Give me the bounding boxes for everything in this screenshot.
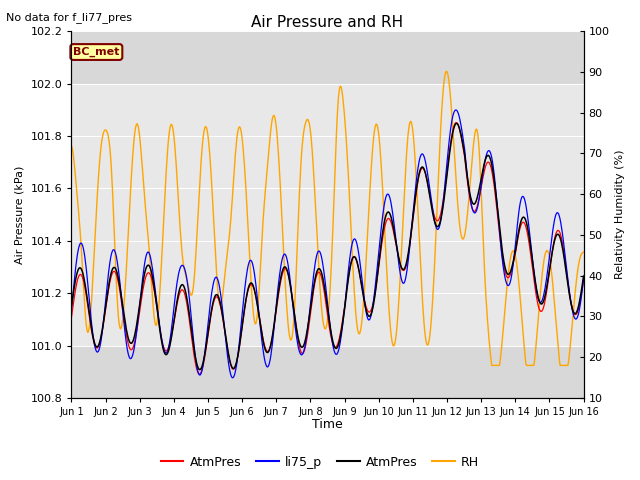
- Text: BC_met: BC_met: [73, 47, 120, 57]
- Text: No data for f_li77_pres: No data for f_li77_pres: [6, 12, 132, 23]
- Title: Air Pressure and RH: Air Pressure and RH: [252, 15, 404, 30]
- X-axis label: Time: Time: [312, 419, 343, 432]
- Legend: AtmPres, li75_p, AtmPres, RH: AtmPres, li75_p, AtmPres, RH: [156, 451, 484, 474]
- Bar: [72, 84, 584, 346]
- Y-axis label: Air Pressure (kPa): Air Pressure (kPa): [15, 166, 25, 264]
- Y-axis label: Relativity Humidity (%): Relativity Humidity (%): [615, 150, 625, 279]
